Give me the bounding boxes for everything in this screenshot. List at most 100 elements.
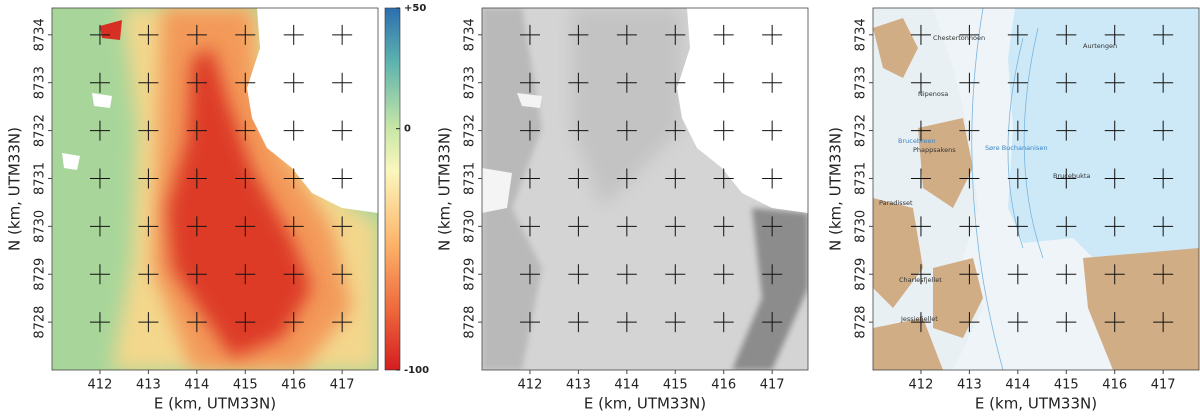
grid-cross bbox=[1007, 168, 1028, 189]
grid-cross bbox=[1104, 264, 1125, 285]
grid-cross bbox=[959, 168, 980, 189]
y-tick-label: 8731 bbox=[33, 162, 48, 195]
grid-cross bbox=[235, 120, 256, 141]
grid-cross bbox=[616, 312, 637, 333]
x-tick-label: 415 bbox=[663, 378, 688, 393]
x-axis-label: E (km, UTM33N) bbox=[975, 395, 1097, 413]
y-tick-label: 8734 bbox=[854, 18, 869, 51]
y-axis-label: N (km, UTM33N) bbox=[827, 127, 845, 251]
grid-cross bbox=[186, 168, 207, 189]
place-name: Aurtengen bbox=[1083, 42, 1117, 50]
y-tick-label: 8730 bbox=[854, 210, 869, 243]
x-tick-label: 414 bbox=[184, 378, 209, 393]
grid-cross bbox=[89, 120, 110, 141]
grid-cross bbox=[1104, 120, 1125, 141]
grid-cross bbox=[1153, 24, 1174, 45]
y-tick-label: 8729 bbox=[854, 258, 869, 291]
grid-cross bbox=[665, 24, 686, 45]
grid-cross bbox=[762, 264, 783, 285]
grid-cross bbox=[910, 264, 931, 285]
grid-cross bbox=[568, 24, 589, 45]
grid-cross bbox=[138, 312, 159, 333]
grid-cross bbox=[665, 216, 686, 237]
grid-cross bbox=[1104, 168, 1125, 189]
x-tick-label: 412 bbox=[88, 378, 113, 393]
x-tick-label: 417 bbox=[1151, 378, 1176, 393]
grid-cross bbox=[1056, 264, 1077, 285]
grid-cross bbox=[332, 168, 353, 189]
grid-cross bbox=[568, 312, 589, 333]
grid-cross bbox=[713, 312, 734, 333]
grid-cross bbox=[186, 120, 207, 141]
grid-cross bbox=[138, 264, 159, 285]
grid-cross bbox=[713, 168, 734, 189]
y-tick-label: 8728 bbox=[854, 306, 869, 339]
grid-cross bbox=[713, 24, 734, 45]
grid-cross bbox=[138, 24, 159, 45]
grid-cross bbox=[959, 264, 980, 285]
grid-cross bbox=[1056, 168, 1077, 189]
y-tick-label: 8732 bbox=[854, 114, 869, 147]
grid-cross bbox=[910, 216, 931, 237]
grid-cross bbox=[519, 72, 540, 93]
grid-cross bbox=[713, 216, 734, 237]
place-name: Nipenosa bbox=[918, 90, 948, 98]
grid-cross bbox=[713, 264, 734, 285]
grid-cross bbox=[283, 24, 304, 45]
x-tick-label: 416 bbox=[1102, 378, 1127, 393]
grid-cross bbox=[89, 264, 110, 285]
plot-frame bbox=[481, 7, 809, 371]
grid-cross bbox=[89, 312, 110, 333]
grid-cross bbox=[762, 216, 783, 237]
grid-cross bbox=[1153, 120, 1174, 141]
y-axis-label: N (km, UTM33N) bbox=[6, 127, 24, 251]
grid-cross bbox=[568, 72, 589, 93]
y-tick-label: 8731 bbox=[463, 162, 478, 195]
y-tick-label: 8728 bbox=[33, 306, 48, 339]
y-tick-label: 8733 bbox=[463, 66, 478, 99]
x-tick-label: 413 bbox=[136, 378, 161, 393]
grid-cross bbox=[519, 264, 540, 285]
y-tick-label: 8732 bbox=[463, 114, 478, 147]
plot-frame bbox=[872, 7, 1200, 371]
y-axis-label: N (km, UTM33N) bbox=[436, 127, 454, 251]
grid-cross bbox=[332, 312, 353, 333]
x-tick-label: 413 bbox=[566, 378, 591, 393]
grid-cross bbox=[762, 72, 783, 93]
grid-cross bbox=[89, 216, 110, 237]
grid-cross bbox=[519, 24, 540, 45]
grid-cross bbox=[616, 168, 637, 189]
grid-cross bbox=[616, 120, 637, 141]
map-orthophoto bbox=[482, 8, 808, 370]
y-tick-label: 8731 bbox=[854, 162, 869, 195]
grid-cross bbox=[762, 168, 783, 189]
grid-cross bbox=[1007, 120, 1028, 141]
y-tick-label: 8728 bbox=[463, 306, 478, 339]
grid-cross bbox=[283, 168, 304, 189]
grid-cross bbox=[1153, 168, 1174, 189]
grid-cross bbox=[1056, 312, 1077, 333]
place-name: Brucebukta bbox=[1053, 172, 1090, 180]
grid-cross bbox=[1056, 120, 1077, 141]
grid-cross bbox=[959, 312, 980, 333]
grid-cross bbox=[332, 216, 353, 237]
grid-cross bbox=[616, 72, 637, 93]
grid-cross bbox=[332, 120, 353, 141]
grid-cross bbox=[89, 72, 110, 93]
y-tick-label: 8730 bbox=[33, 210, 48, 243]
grid-cross bbox=[283, 120, 304, 141]
grid-cross bbox=[568, 216, 589, 237]
x-axis-label: E (km, UTM33N) bbox=[154, 395, 276, 413]
x-tick-label: 417 bbox=[330, 378, 355, 393]
x-tick-label: 412 bbox=[518, 378, 543, 393]
grid-cross bbox=[332, 264, 353, 285]
x-tick-label: 414 bbox=[1005, 378, 1030, 393]
grid-cross bbox=[665, 72, 686, 93]
grid-cross bbox=[283, 216, 304, 237]
colorbar-tick-label: 0 bbox=[404, 124, 411, 135]
grid-cross bbox=[713, 72, 734, 93]
grid-cross bbox=[665, 312, 686, 333]
grid-cross bbox=[235, 264, 256, 285]
grid-cross bbox=[235, 168, 256, 189]
